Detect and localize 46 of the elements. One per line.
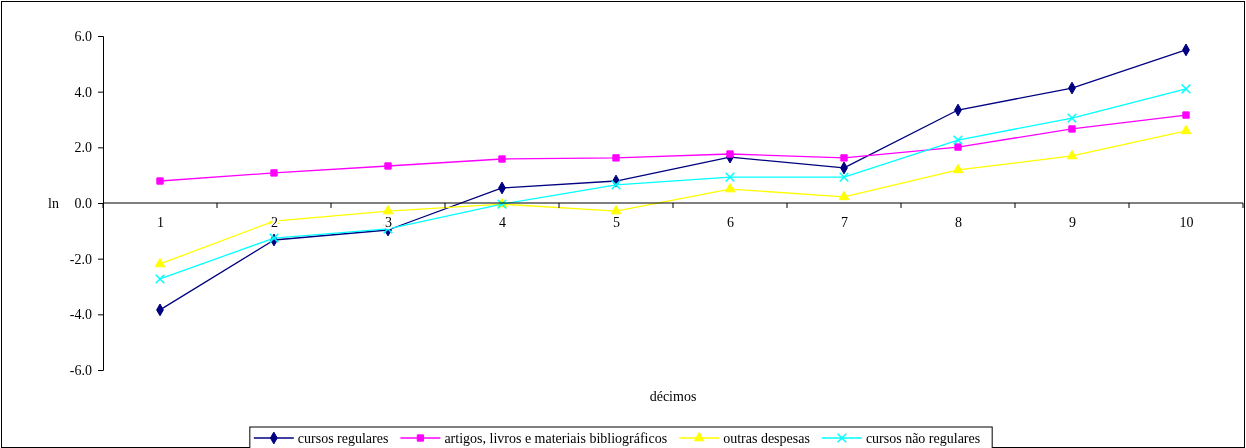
y-tick-label: -4.0 [69,307,92,323]
y-tick-label: 2.0 [74,140,92,156]
point [498,155,506,163]
point [1066,149,1078,160]
x-tick-label: 4 [499,214,506,230]
point [838,172,850,183]
y-tick-label: -2.0 [69,251,92,267]
x-tick-label: 8 [955,214,962,230]
y-tick-label: 4.0 [74,84,92,100]
legend-label: cursos não regulares [865,431,981,446]
point [154,257,166,268]
x-tick-label: 10 [1179,214,1194,230]
point [384,162,392,170]
point [1066,113,1078,124]
point [724,172,736,183]
point [840,154,848,162]
legend-label: cursos regulares [297,431,389,446]
point [1180,124,1192,135]
point [610,205,622,215]
x-tick-label: 5 [613,214,620,230]
point [612,154,620,162]
point [724,183,736,193]
y-axis-title: ln [48,196,59,211]
x-tick-label: 9 [1069,214,1076,230]
point [1182,111,1190,119]
y-tick-label: 0.0 [74,195,92,211]
point [610,179,622,190]
y-tick-label: -6.0 [69,362,92,378]
x-tick-label: 7 [841,214,848,230]
x-axis-title: décimos [649,389,697,404]
point [726,150,734,158]
legend-label: outras despesas [723,431,810,446]
point [154,273,166,285]
x-tick-label: 1 [157,214,164,230]
point [952,163,964,174]
point [382,205,394,215]
point [156,177,164,185]
x-tick-label: 6 [727,214,734,230]
legend-label: artigos, livros e materiais bibliográficos [444,431,668,446]
point [1180,83,1192,94]
point [952,135,964,146]
point [270,169,278,177]
point [954,143,962,151]
point [838,190,850,201]
point [1068,125,1076,133]
y-tick-label: 6.0 [74,28,92,44]
